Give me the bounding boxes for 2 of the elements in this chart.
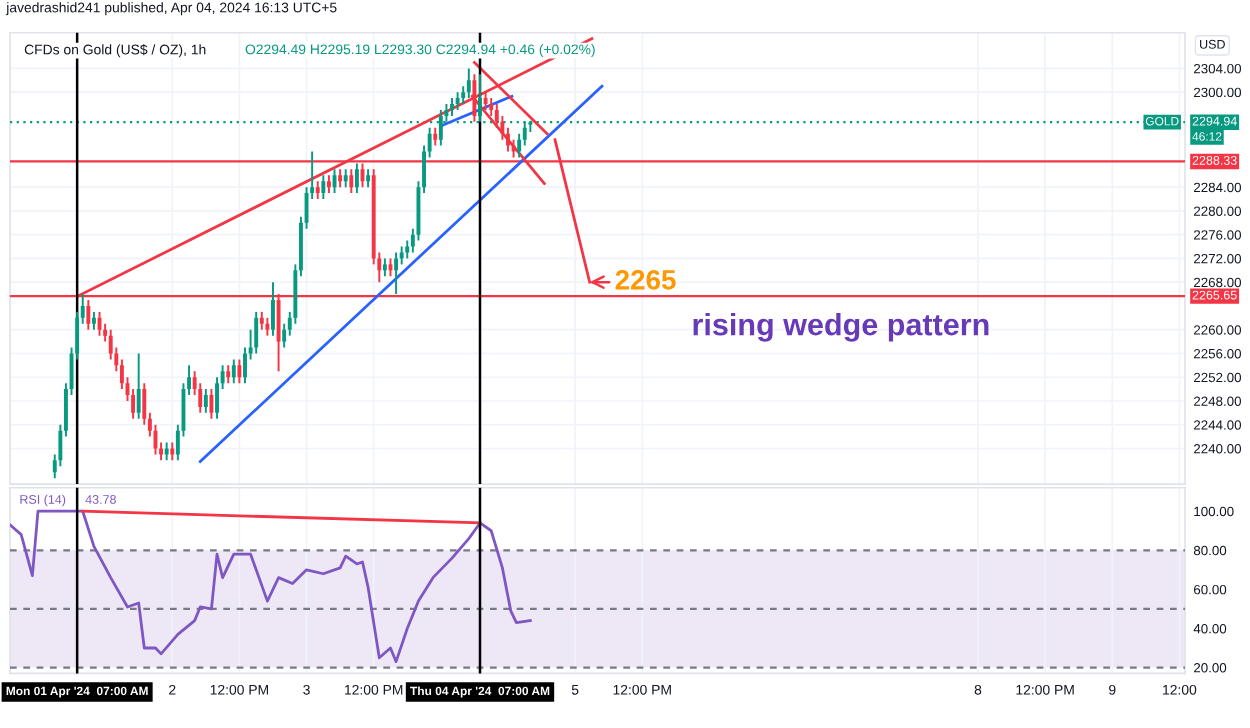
annotation: 2265: [615, 269, 676, 290]
annotation: rising wedge pattern: [693, 313, 989, 342]
